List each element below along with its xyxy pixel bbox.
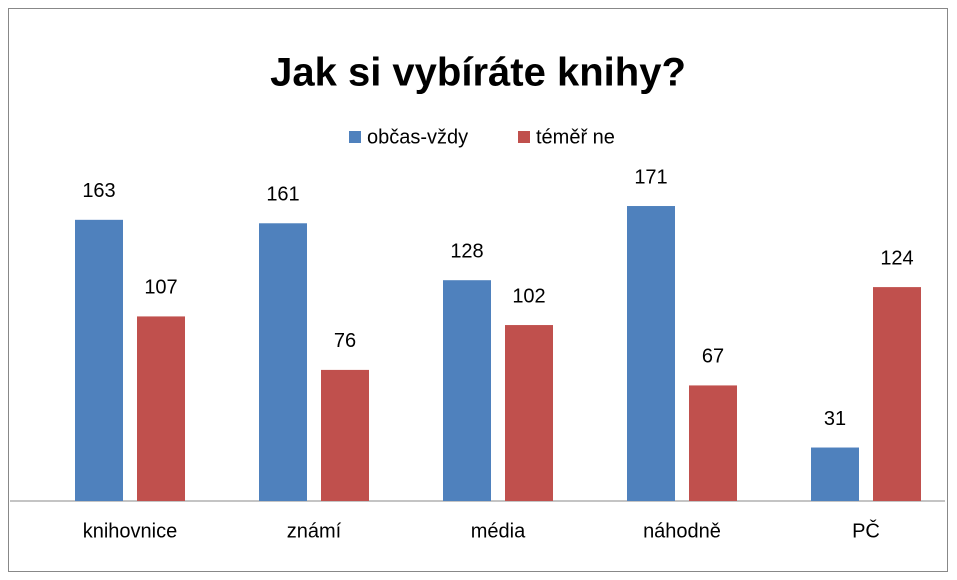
x-tick-label: náhodně bbox=[643, 520, 721, 542]
legend-label: téměř ne bbox=[536, 126, 615, 148]
value-label: 31 bbox=[824, 408, 846, 430]
x-tick-label: média bbox=[471, 520, 526, 542]
x-tick-label: PČ bbox=[852, 519, 880, 542]
value-label: 102 bbox=[512, 285, 545, 307]
value-label: 171 bbox=[634, 166, 667, 188]
bar bbox=[811, 447, 859, 501]
value-label: 163 bbox=[82, 180, 115, 202]
legend-swatch bbox=[518, 131, 530, 143]
value-label: 128 bbox=[450, 240, 483, 262]
bar bbox=[873, 287, 921, 501]
x-tick-label: známí bbox=[287, 520, 342, 542]
value-label: 107 bbox=[144, 277, 177, 299]
bar bbox=[259, 223, 307, 501]
bar bbox=[689, 385, 737, 501]
value-label: 76 bbox=[334, 330, 356, 352]
value-label: 124 bbox=[880, 247, 913, 269]
legend-label: občas-vždy bbox=[367, 126, 468, 148]
bar bbox=[321, 369, 369, 501]
chart-title: Jak si vybíráte knihy? bbox=[270, 51, 686, 95]
bar bbox=[75, 219, 123, 501]
bar bbox=[505, 325, 553, 501]
value-label: 67 bbox=[702, 346, 724, 368]
bar bbox=[443, 280, 491, 501]
legend-swatch bbox=[349, 131, 361, 143]
value-label: 161 bbox=[266, 184, 299, 206]
bar bbox=[137, 316, 185, 501]
bar bbox=[627, 206, 675, 501]
x-tick-label: knihovnice bbox=[83, 520, 178, 542]
